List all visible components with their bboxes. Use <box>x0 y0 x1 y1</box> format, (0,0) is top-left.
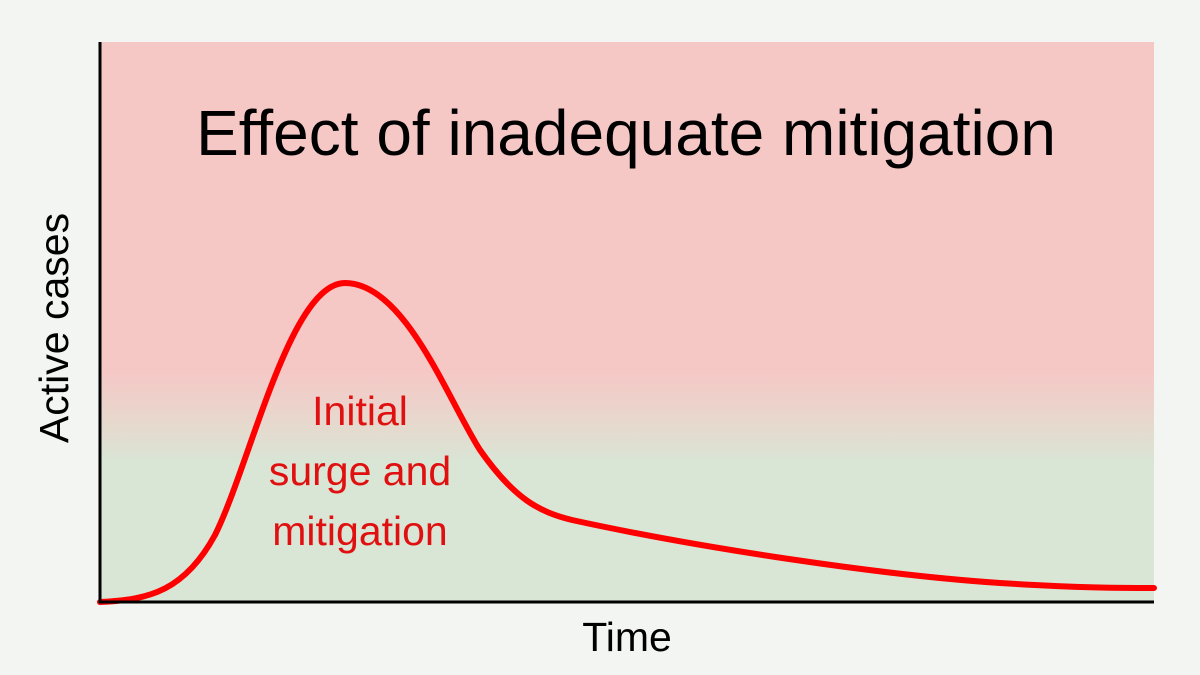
annotation-line-1: Initial <box>312 388 408 434</box>
diagram-title: Effect of inadequate mitigation <box>196 97 1056 169</box>
annotation-line-3: mitigation <box>272 508 447 554</box>
y-axis-label: Active cases <box>31 213 77 443</box>
annotation-line-2: surge and <box>269 448 451 494</box>
active-cases-curve <box>97 280 1157 605</box>
plot-background-zones <box>100 42 1154 602</box>
x-axis-label: Time <box>582 614 672 660</box>
